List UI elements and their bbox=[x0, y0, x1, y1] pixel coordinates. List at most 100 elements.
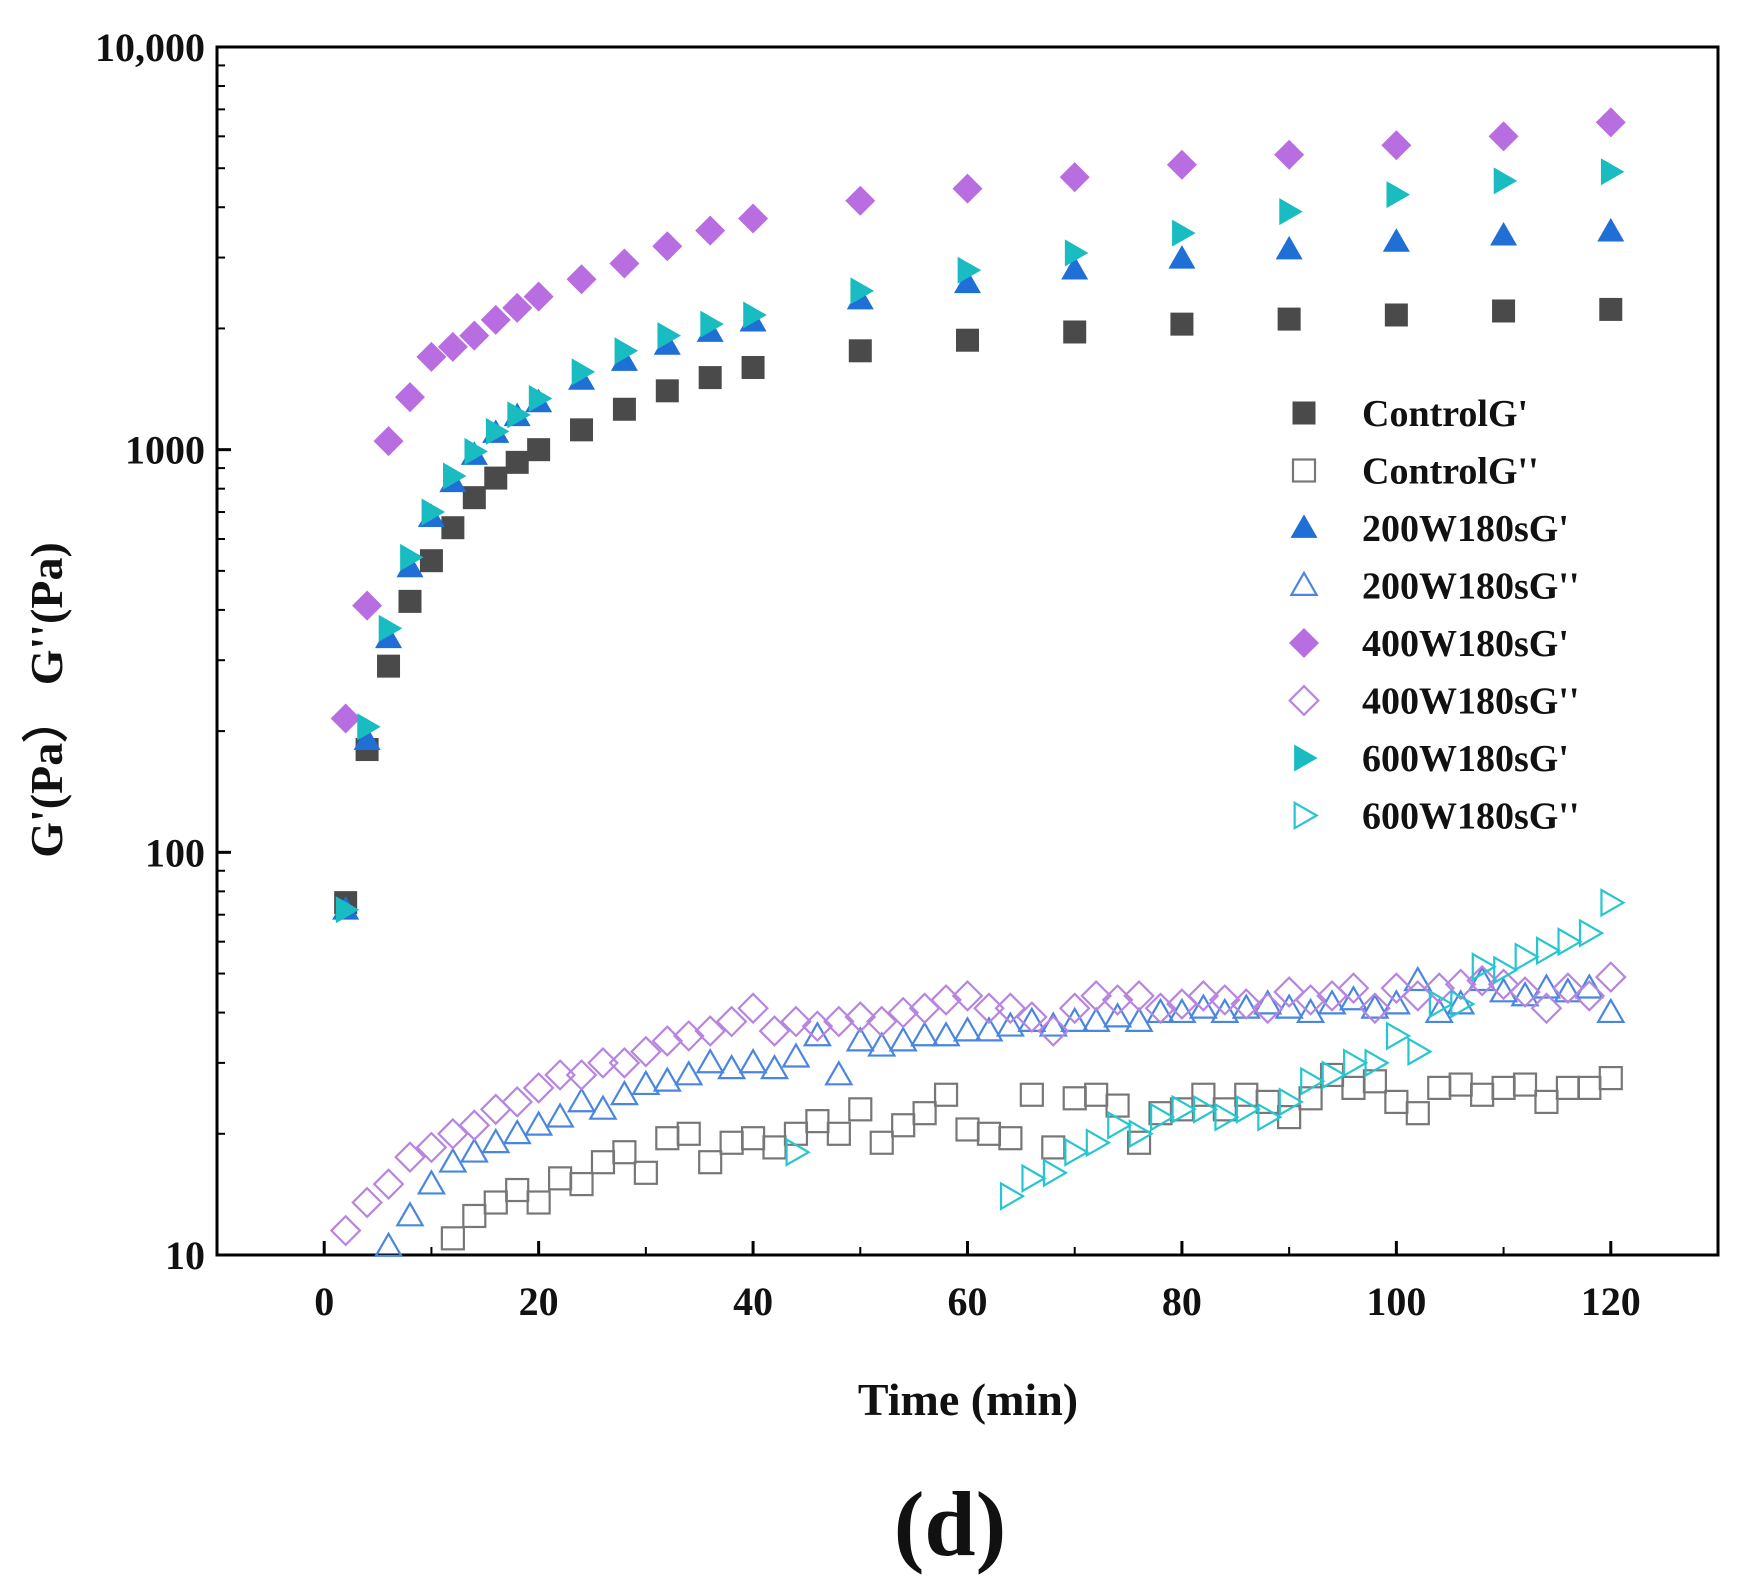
data-point bbox=[1214, 1102, 1240, 1132]
data-point bbox=[1253, 989, 1283, 1015]
data-point bbox=[565, 1059, 598, 1091]
data-point bbox=[974, 1016, 1004, 1042]
x-tick-label: 0 bbox=[314, 1279, 334, 1324]
data-point bbox=[695, 1048, 725, 1074]
data-point bbox=[459, 320, 490, 351]
legend-marker bbox=[1291, 458, 1317, 483]
data-point bbox=[1144, 992, 1177, 1025]
data-point bbox=[1188, 993, 1218, 1019]
data-point bbox=[1489, 977, 1519, 1003]
data-point bbox=[994, 992, 1027, 1025]
data-point bbox=[1058, 992, 1091, 1025]
data-point bbox=[869, 1130, 894, 1155]
data-point bbox=[421, 498, 446, 526]
data-point bbox=[1424, 997, 1454, 1024]
data-point bbox=[1385, 1021, 1412, 1051]
data-point bbox=[1061, 255, 1089, 280]
data-point bbox=[398, 589, 422, 613]
data-point bbox=[738, 1048, 768, 1074]
data-point bbox=[1168, 245, 1196, 269]
data-point bbox=[1341, 1075, 1366, 1101]
legend-label: 200W180sG' bbox=[1362, 508, 1569, 550]
data-point bbox=[440, 1226, 465, 1251]
legend-label: ControlG'' bbox=[1362, 451, 1539, 493]
data-point bbox=[612, 1140, 637, 1165]
data-point bbox=[566, 1087, 597, 1113]
legend-marker bbox=[1289, 570, 1319, 596]
data-point bbox=[1403, 965, 1433, 992]
data-point bbox=[1577, 1075, 1602, 1101]
data-point bbox=[373, 426, 404, 457]
data-point bbox=[1300, 1066, 1326, 1096]
data-point bbox=[1230, 988, 1263, 1020]
data-point bbox=[1470, 1082, 1495, 1107]
data-point bbox=[395, 1201, 425, 1227]
data-point bbox=[1235, 1094, 1262, 1124]
data-point bbox=[1492, 299, 1516, 323]
data-point bbox=[1279, 198, 1303, 226]
legend-marker bbox=[1288, 627, 1320, 659]
data-point bbox=[1493, 167, 1518, 195]
data-point bbox=[1446, 989, 1476, 1015]
data-point bbox=[524, 1110, 554, 1136]
series-400w180sg- bbox=[329, 961, 1627, 1247]
data-point bbox=[952, 1016, 983, 1042]
data-point bbox=[1427, 1075, 1452, 1101]
data-point bbox=[526, 1190, 551, 1215]
data-point bbox=[523, 281, 554, 312]
data-point bbox=[1450, 989, 1476, 1019]
data-point bbox=[801, 1010, 834, 1043]
data-point bbox=[1275, 235, 1303, 260]
data-point bbox=[1166, 149, 1197, 180]
data-point bbox=[1019, 1082, 1044, 1107]
data-point bbox=[462, 1203, 487, 1229]
data-point bbox=[330, 703, 361, 734]
data-point bbox=[865, 1005, 898, 1038]
data-point bbox=[695, 215, 726, 246]
data-point bbox=[976, 1121, 1002, 1146]
data-point bbox=[822, 1005, 855, 1038]
data-point bbox=[973, 992, 1005, 1025]
data-point bbox=[1509, 976, 1541, 1008]
y-axis-title: G'(Pa） G''(Pa) bbox=[21, 542, 72, 858]
data-point bbox=[1277, 307, 1301, 331]
data-point bbox=[1337, 972, 1370, 1004]
data-point bbox=[887, 996, 920, 1029]
data-point bbox=[1059, 162, 1090, 193]
data-point bbox=[459, 1137, 489, 1163]
x-axis-title: Time (min) bbox=[858, 1374, 1078, 1425]
data-point bbox=[743, 301, 767, 329]
x-tick-label: 80 bbox=[1162, 1279, 1202, 1324]
data-point bbox=[1467, 965, 1497, 992]
series-200w180sg- bbox=[373, 965, 1626, 1257]
data-point bbox=[652, 1066, 682, 1092]
legend-marker bbox=[1288, 684, 1320, 717]
data-point bbox=[1063, 320, 1087, 344]
data-point bbox=[335, 896, 360, 924]
legend-label: 600W180sG' bbox=[1362, 738, 1569, 780]
data-point bbox=[912, 1101, 937, 1126]
data-point bbox=[998, 1126, 1023, 1151]
data-point bbox=[738, 203, 769, 234]
series-layer bbox=[329, 107, 1627, 1257]
data-point bbox=[652, 231, 683, 262]
data-point bbox=[1599, 297, 1623, 321]
data-point bbox=[1384, 1089, 1409, 1115]
x-tick-label: 120 bbox=[1581, 1279, 1641, 1324]
data-point bbox=[955, 1117, 980, 1142]
data-point bbox=[1360, 993, 1390, 1019]
data-point bbox=[547, 1166, 573, 1191]
data-point bbox=[484, 466, 508, 490]
x-tick-label: 60 bbox=[948, 1279, 988, 1324]
data-point bbox=[419, 549, 443, 573]
y-tick-label: 10 bbox=[165, 1233, 205, 1278]
data-point bbox=[633, 1160, 658, 1185]
data-point bbox=[1123, 980, 1155, 1012]
data-point bbox=[1274, 139, 1305, 170]
data-point bbox=[351, 1186, 383, 1219]
series-controlg- bbox=[334, 297, 1623, 915]
data-point bbox=[1192, 1094, 1219, 1124]
data-point bbox=[951, 980, 984, 1012]
data-point bbox=[867, 1031, 897, 1057]
data-point bbox=[522, 1072, 555, 1104]
